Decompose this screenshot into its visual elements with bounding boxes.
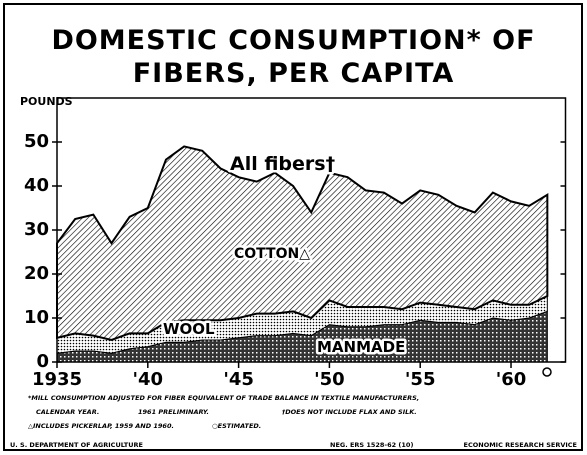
- x-tick-label: '45: [223, 369, 254, 390]
- area: [56, 145, 549, 342]
- note: 1961 PRELIMINARY.: [138, 408, 209, 416]
- y-tick-label: 40: [24, 175, 49, 196]
- x-tick-label: '55: [405, 369, 436, 390]
- annotation: COTTON△: [234, 246, 310, 262]
- note: *MILL CONSUMPTION ADJUSTED FOR FIBER EQU…: [28, 394, 419, 402]
- x-tick-label: '40: [133, 369, 164, 390]
- y-tick-label: 30: [24, 219, 49, 240]
- note: CALENDAR YEAR.: [36, 408, 99, 416]
- footer: ECONOMIC RESEARCH SERVICE: [464, 441, 577, 449]
- annotation: All fibers†: [230, 153, 335, 175]
- note: △INCLUDES PICKERLAP, 1959 AND 1960.: [28, 422, 174, 430]
- annotation: MANMADE: [317, 338, 405, 356]
- y-axis-label: POUNDS: [20, 95, 73, 108]
- footer: NEG. ERS 1528-62 (10): [330, 441, 413, 449]
- x-tick-label: 1935: [32, 369, 82, 390]
- y-tick-label: 0: [36, 351, 49, 372]
- note: †DOES NOT INCLUDE FLAX AND SILK.: [282, 408, 417, 416]
- y-tick-label: 20: [24, 263, 49, 284]
- y-tick-label: 50: [24, 131, 49, 152]
- note: ○ESTIMATED.: [212, 422, 261, 430]
- footer: U. S. DEPARTMENT OF AGRICULTURE: [10, 441, 143, 449]
- frame: [3, 3, 583, 451]
- estimate-marker: [542, 367, 552, 377]
- chart-title: DOMESTIC CONSUMPTION* OF FIBERS, PER CAP…: [51, 25, 536, 89]
- annotation: WOOL: [163, 320, 215, 338]
- x-tick-label: '60: [496, 369, 527, 390]
- y-tick-label: 10: [24, 307, 49, 328]
- x-tick-label: '50: [314, 369, 345, 390]
